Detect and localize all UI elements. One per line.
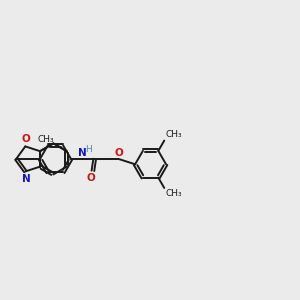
Text: CH₃: CH₃ xyxy=(38,135,54,144)
Text: O: O xyxy=(22,134,30,144)
Text: N: N xyxy=(78,148,87,158)
Text: N: N xyxy=(22,174,30,184)
Text: O: O xyxy=(114,148,123,158)
Text: H: H xyxy=(85,146,92,154)
Text: CH₃: CH₃ xyxy=(166,130,182,140)
Text: O: O xyxy=(87,173,95,184)
Text: CH₃: CH₃ xyxy=(166,189,182,198)
